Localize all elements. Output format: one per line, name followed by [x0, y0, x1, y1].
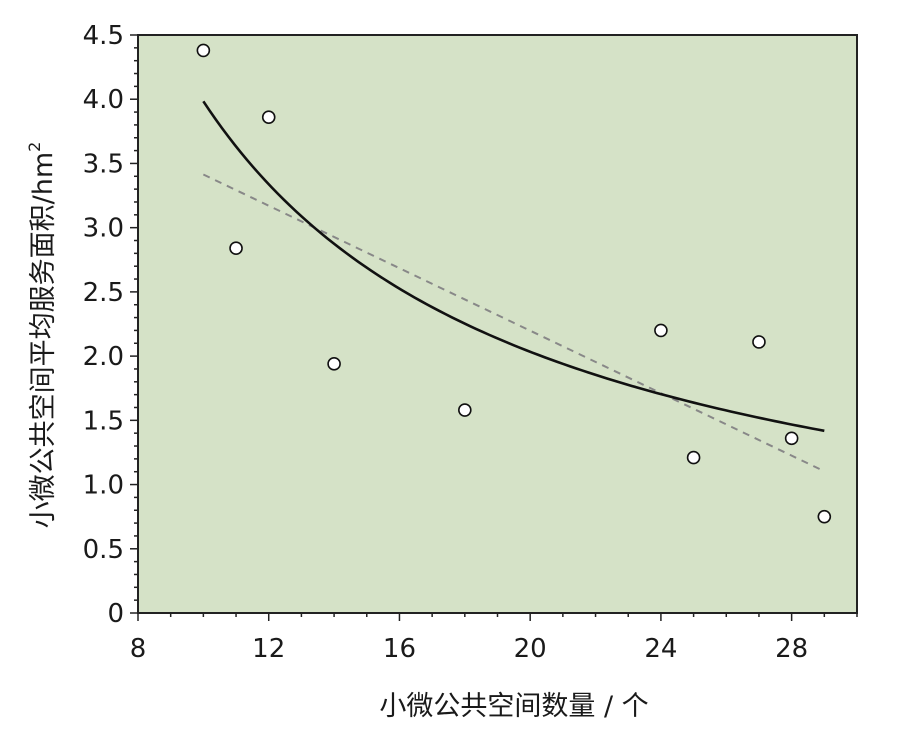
data-point	[752, 335, 766, 349]
data-point	[784, 431, 799, 446]
y-axis-title-group: 小微公共空间平均服务面积/hm2	[25, 142, 59, 529]
data-point	[327, 357, 341, 371]
y-tick-label: 2.5	[83, 278, 124, 308]
y-tick-label: 2.0	[83, 342, 124, 372]
y-tick-label: 1.0	[83, 471, 124, 501]
linear-trend-line	[202, 173, 825, 473]
x-tick-label: 24	[644, 634, 677, 664]
x-tick-label: 16	[383, 634, 416, 664]
data-point	[261, 110, 276, 125]
data-point	[817, 509, 832, 524]
y-axis-title-main: 小微公共空间平均服务面积/hm	[28, 152, 59, 529]
x-tick-label: 20	[514, 634, 547, 664]
x-axis-ticks: 8 12 16 20 24 28	[130, 613, 858, 664]
data-point	[196, 43, 211, 58]
x-tick-label: 12	[252, 634, 285, 664]
y-axis-title: 小微公共空间平均服务面积/hm2	[25, 142, 59, 529]
plot-area	[137, 34, 858, 614]
y-tick-label: 0.5	[83, 535, 124, 565]
x-tick-label: 28	[775, 634, 808, 664]
y-axis-title-superscript: 2	[25, 142, 44, 152]
y-tick-label: 4.0	[83, 85, 124, 115]
data-point	[654, 323, 668, 338]
x-tick-label: 8	[130, 634, 147, 664]
data-point	[229, 241, 243, 256]
y-tick-label: 4.5	[83, 21, 124, 51]
x-axis-title: 小微公共空间数量 / 个	[379, 691, 648, 722]
data-point	[458, 403, 472, 417]
data-point	[686, 450, 701, 465]
trend-lines	[202, 100, 825, 473]
y-tick-label: 1.5	[83, 406, 124, 436]
data-points	[196, 43, 832, 524]
y-tick-label: 3.0	[83, 214, 124, 244]
power-trend-curve	[202, 100, 825, 433]
y-tick-label: 3.5	[83, 149, 124, 179]
y-tick-label: 0	[107, 599, 124, 629]
y-axis-ticks: 0 0.5 1.0 1.5 2.0 2.5 3.0 3.5 4.0 4.5	[83, 21, 138, 629]
